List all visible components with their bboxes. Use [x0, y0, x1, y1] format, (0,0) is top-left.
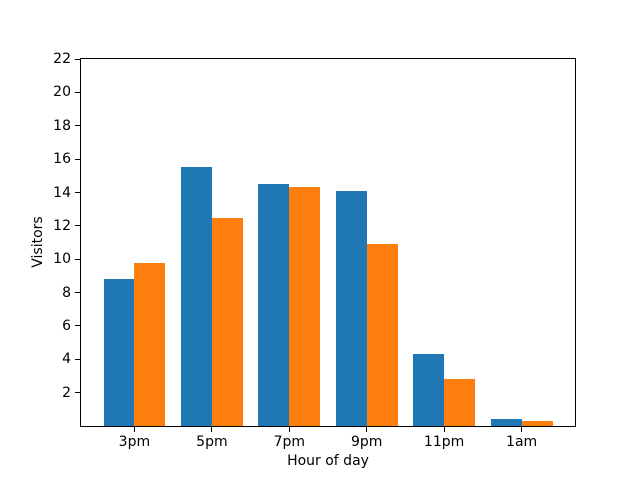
y-tick-mark-10 [75, 258, 80, 260]
x-tick-mark-1am [521, 427, 523, 432]
bar-orange-series-1am [521, 421, 553, 426]
y-tick-mark-18 [75, 125, 80, 127]
bar-blue-series-9pm [335, 190, 367, 426]
bar-blue-series-3pm [103, 279, 135, 426]
y-tick-mark-16 [75, 158, 80, 160]
y-tick-label-18: 18 [53, 117, 71, 134]
bar-orange-series-5pm [211, 217, 243, 426]
y-axis-label: Visitors [30, 216, 46, 268]
bar-orange-series-9pm [366, 244, 398, 426]
x-tick-mark-9pm [366, 427, 368, 432]
x-tick-mark-5pm [211, 427, 213, 432]
bar-blue-series-7pm [258, 184, 290, 426]
x-tick-mark-11pm [443, 427, 445, 432]
y-tick-label-14: 14 [53, 184, 71, 201]
y-tick-label-8: 8 [62, 284, 71, 301]
x-tick-label-7pm: 7pm [273, 434, 306, 450]
bar-blue-series-5pm [180, 167, 212, 426]
x-axis-label: Hour of day [287, 453, 369, 469]
y-tick-label-2: 2 [62, 384, 71, 401]
x-tick-label-9pm: 9pm [350, 434, 383, 450]
y-tick-mark-22 [75, 58, 80, 60]
y-tick-mark-8 [75, 292, 80, 293]
plot-area: 2 4 6 8 10 12 14 16 18 20 22 3pm 5pm 7pm 9pm 11pm 1am [53, 52, 576, 449]
y-tick-mark-2 [75, 392, 80, 394]
bar-orange-series-3pm [134, 262, 166, 426]
bar-orange-series-11pm [444, 379, 476, 426]
x-tick-label-5pm: 5pm [196, 434, 228, 450]
bar-blue-series-1am [490, 419, 522, 426]
y-tick-mark-6 [75, 325, 80, 327]
x-tick-label-1am: 1am [506, 434, 538, 450]
y-tick-mark-14 [75, 192, 80, 193]
bar-blue-series-11pm [413, 354, 445, 426]
y-tick-label-10: 10 [53, 251, 71, 268]
y-tick-label-12: 12 [53, 217, 71, 234]
bar-orange-series-7pm [289, 187, 321, 426]
x-tick-label-3pm: 3pm [118, 434, 151, 450]
y-tick-label-6: 6 [62, 317, 71, 334]
y-tick-mark-12 [75, 225, 80, 227]
y-tick-label-16: 16 [53, 151, 71, 168]
y-tick-label-22: 22 [53, 51, 71, 67]
y-tick-mark-20 [75, 91, 80, 93]
x-tick-mark-3pm [133, 427, 135, 432]
y-tick-label-20: 20 [53, 84, 71, 101]
x-tick-label-11pm: 11pm [423, 434, 465, 450]
x-tick-mark-7pm [288, 427, 290, 432]
y-tick-label-4: 4 [62, 351, 71, 368]
y-tick-mark-4 [75, 358, 80, 360]
